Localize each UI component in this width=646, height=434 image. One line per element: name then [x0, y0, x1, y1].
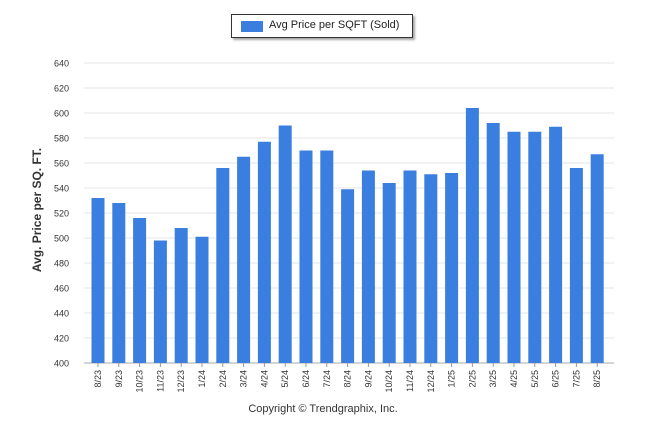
x-tick-label: 6/25 [551, 370, 561, 388]
x-tick-label: 1/24 [197, 370, 207, 388]
y-tick-label: 640 [54, 59, 69, 69]
copyright-text: Copyright © Trendgraphix, Inc. [248, 403, 398, 415]
x-tick-label: 3/25 [488, 370, 498, 388]
x-tick-label: 12/24 [426, 370, 436, 393]
x-tick-label: 7/25 [571, 370, 581, 388]
bar [465, 108, 479, 363]
x-tick-label: 2/24 [218, 370, 228, 388]
x-tick-label: 3/24 [239, 370, 249, 388]
y-tick-label: 460 [54, 284, 69, 294]
bar [278, 125, 292, 363]
bar [341, 189, 355, 363]
legend-label: Avg Price per SQFT (Sold) [269, 19, 400, 31]
bar [174, 228, 188, 363]
y-tick-label: 520 [54, 209, 69, 219]
bar [590, 154, 604, 363]
bar [237, 156, 251, 363]
y-tick-label: 600 [54, 109, 69, 119]
bar [153, 240, 167, 363]
bar [91, 198, 105, 363]
bar [320, 150, 334, 363]
bar [361, 170, 375, 363]
bar [195, 236, 209, 363]
x-tick-label: 8/24 [343, 370, 353, 388]
y-tick-label: 440 [54, 309, 69, 319]
bar [299, 150, 313, 363]
x-tick-label: 10/23 [135, 370, 145, 393]
y-tick-label: 420 [54, 334, 69, 344]
x-tick-label: 6/24 [301, 370, 311, 388]
bar [216, 168, 230, 363]
bar [424, 174, 438, 363]
x-tick-label: 1/25 [447, 370, 457, 388]
bar [445, 173, 459, 363]
bar [486, 123, 500, 363]
y-tick-label: 560 [54, 159, 69, 169]
x-tick-label: 5/25 [530, 370, 540, 388]
chart-legend: Avg Price per SQFT (Sold) [231, 14, 413, 38]
bar [549, 126, 563, 363]
bar [403, 170, 417, 363]
bars [91, 108, 604, 363]
x-tick-label: 2/25 [467, 370, 477, 388]
x-tick-label: 8/25 [592, 370, 602, 388]
y-axis-ticks: 400 420 440 460 480 500 520 540 560 580 600 620 640 [54, 59, 69, 369]
bar [257, 141, 271, 363]
y-tick-label: 620 [54, 84, 69, 94]
bar [133, 218, 147, 363]
y-tick-label: 540 [54, 184, 69, 194]
y-tick-label: 500 [54, 234, 69, 244]
x-tick-label: 4/24 [259, 370, 269, 388]
x-tick-label: 7/24 [322, 370, 332, 388]
bar [507, 131, 521, 363]
x-tick-label: 10/24 [384, 370, 394, 393]
y-tick-label: 580 [54, 134, 69, 144]
x-tick-label: 4/25 [509, 370, 519, 388]
bar [112, 203, 126, 363]
x-tick-label: 9/24 [363, 370, 373, 388]
x-axis-ticks: 8/23 9/23 10/23 11/23 12/23 1/24 2/24 3/24 4/24 5… [93, 363, 602, 393]
x-tick-label: 11/23 [155, 370, 165, 392]
x-tick-label: 9/23 [114, 370, 124, 388]
x-tick-label: 8/23 [93, 370, 103, 388]
y-tick-label: 400 [54, 359, 69, 369]
bar [382, 183, 396, 363]
bar [569, 168, 583, 363]
x-tick-label: 5/24 [280, 370, 290, 388]
bar [528, 131, 542, 363]
x-tick-label: 12/23 [176, 370, 186, 393]
y-tick-label: 480 [54, 259, 69, 269]
x-tick-label: 11/24 [405, 370, 415, 392]
legend-swatch [241, 21, 263, 32]
